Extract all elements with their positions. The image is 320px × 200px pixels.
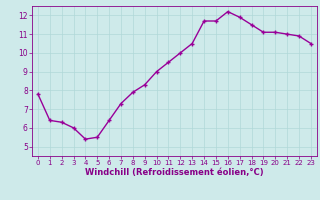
X-axis label: Windchill (Refroidissement éolien,°C): Windchill (Refroidissement éolien,°C)	[85, 168, 264, 177]
